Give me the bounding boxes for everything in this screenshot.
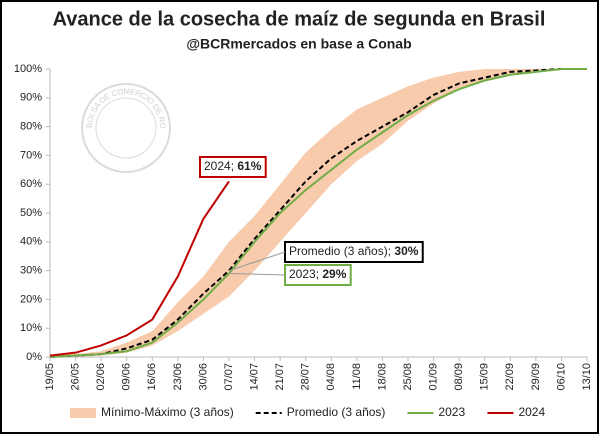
y-tick-label: 10% <box>20 322 42 334</box>
annotation-value: 61% <box>237 159 261 173</box>
y-tick-label: 50% <box>20 207 42 219</box>
legend-label: 2023 <box>438 405 465 419</box>
watermark-ring <box>95 97 157 159</box>
x-tick-label: 14/07 <box>248 363 260 391</box>
y-tick-label: 90% <box>20 92 42 104</box>
annotation-text: 2024; 61% <box>204 159 262 173</box>
annotation-text: 2023; 29% <box>289 267 347 281</box>
x-tick-label: 30/06 <box>197 363 209 391</box>
legend-label: 2024 <box>518 405 545 419</box>
x-tick-label: 15/09 <box>479 363 491 391</box>
x-tick-label: 22/09 <box>504 363 516 391</box>
x-tick-label: 28/07 <box>300 363 312 391</box>
y-tick-label: 100% <box>14 63 42 75</box>
x-tick-label: 19/05 <box>44 363 56 391</box>
x-tick-label: 23/06 <box>172 363 184 391</box>
annotation: 2024; 61% <box>199 156 267 178</box>
x-tick-label: 04/08 <box>325 363 337 391</box>
x-tick-label: 29/09 <box>530 363 542 391</box>
annotation-text: Promedio (3 años); 30% <box>289 244 419 258</box>
annotation-value: 30% <box>394 244 418 258</box>
x-tick-label: 13/10 <box>581 363 593 391</box>
y-tick-label: 60% <box>20 178 42 190</box>
annotation-box <box>199 156 267 178</box>
annotation-name: 2023 <box>289 267 316 281</box>
x-tick-label: 01/09 <box>427 363 439 391</box>
annotation-leader <box>228 251 286 272</box>
y-tick-label: 70% <box>20 149 42 161</box>
y-tick-label: 30% <box>20 265 42 277</box>
y-tick-label: 40% <box>20 236 42 248</box>
annotation: Promedio (3 años); 30% <box>228 241 424 272</box>
annotation-name: Promedio (3 años) <box>289 244 388 258</box>
series-line <box>49 68 587 358</box>
y-tick-label: 20% <box>20 293 42 305</box>
annotation-value: 29% <box>322 267 346 281</box>
legend-label: Promedio (3 años) <box>287 405 386 419</box>
y-tick-label: 0% <box>26 351 42 363</box>
annotation: 2023; 29% <box>228 264 352 286</box>
legend-label: Mínimo-Máximo (3 años) <box>101 405 234 419</box>
x-tick-label: 07/07 <box>223 363 235 391</box>
chart-title: Avance de la cosecha de maíz de segunda … <box>53 8 546 30</box>
y-tick-label: 80% <box>20 121 42 133</box>
x-tick-label: 06/10 <box>555 363 567 391</box>
x-tick-label: 21/07 <box>274 363 286 391</box>
x-tick-label: 16/06 <box>146 363 158 391</box>
series-line <box>49 180 230 357</box>
series-line <box>49 68 587 358</box>
watermark-ring <box>81 83 171 173</box>
annotation-leader <box>228 272 286 276</box>
chart-subtitle: @BCRmercados en base a Conab <box>186 36 411 52</box>
annotation-name: 2024 <box>204 159 231 173</box>
x-tick-label: 11/08 <box>351 363 363 390</box>
x-tick-label: 09/06 <box>121 363 133 391</box>
x-tick-label: 26/05 <box>69 363 81 391</box>
x-tick-label: 02/06 <box>95 363 107 391</box>
x-tick-label: 25/08 <box>402 363 414 391</box>
x-tick-label: 08/09 <box>453 363 465 391</box>
legend-swatch <box>70 408 96 418</box>
x-tick-label: 18/08 <box>376 363 388 391</box>
